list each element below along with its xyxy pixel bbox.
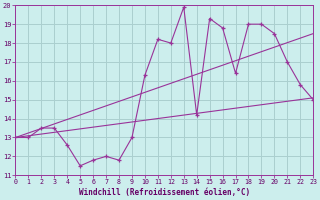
X-axis label: Windchill (Refroidissement éolien,°C): Windchill (Refroidissement éolien,°C)	[79, 188, 250, 197]
